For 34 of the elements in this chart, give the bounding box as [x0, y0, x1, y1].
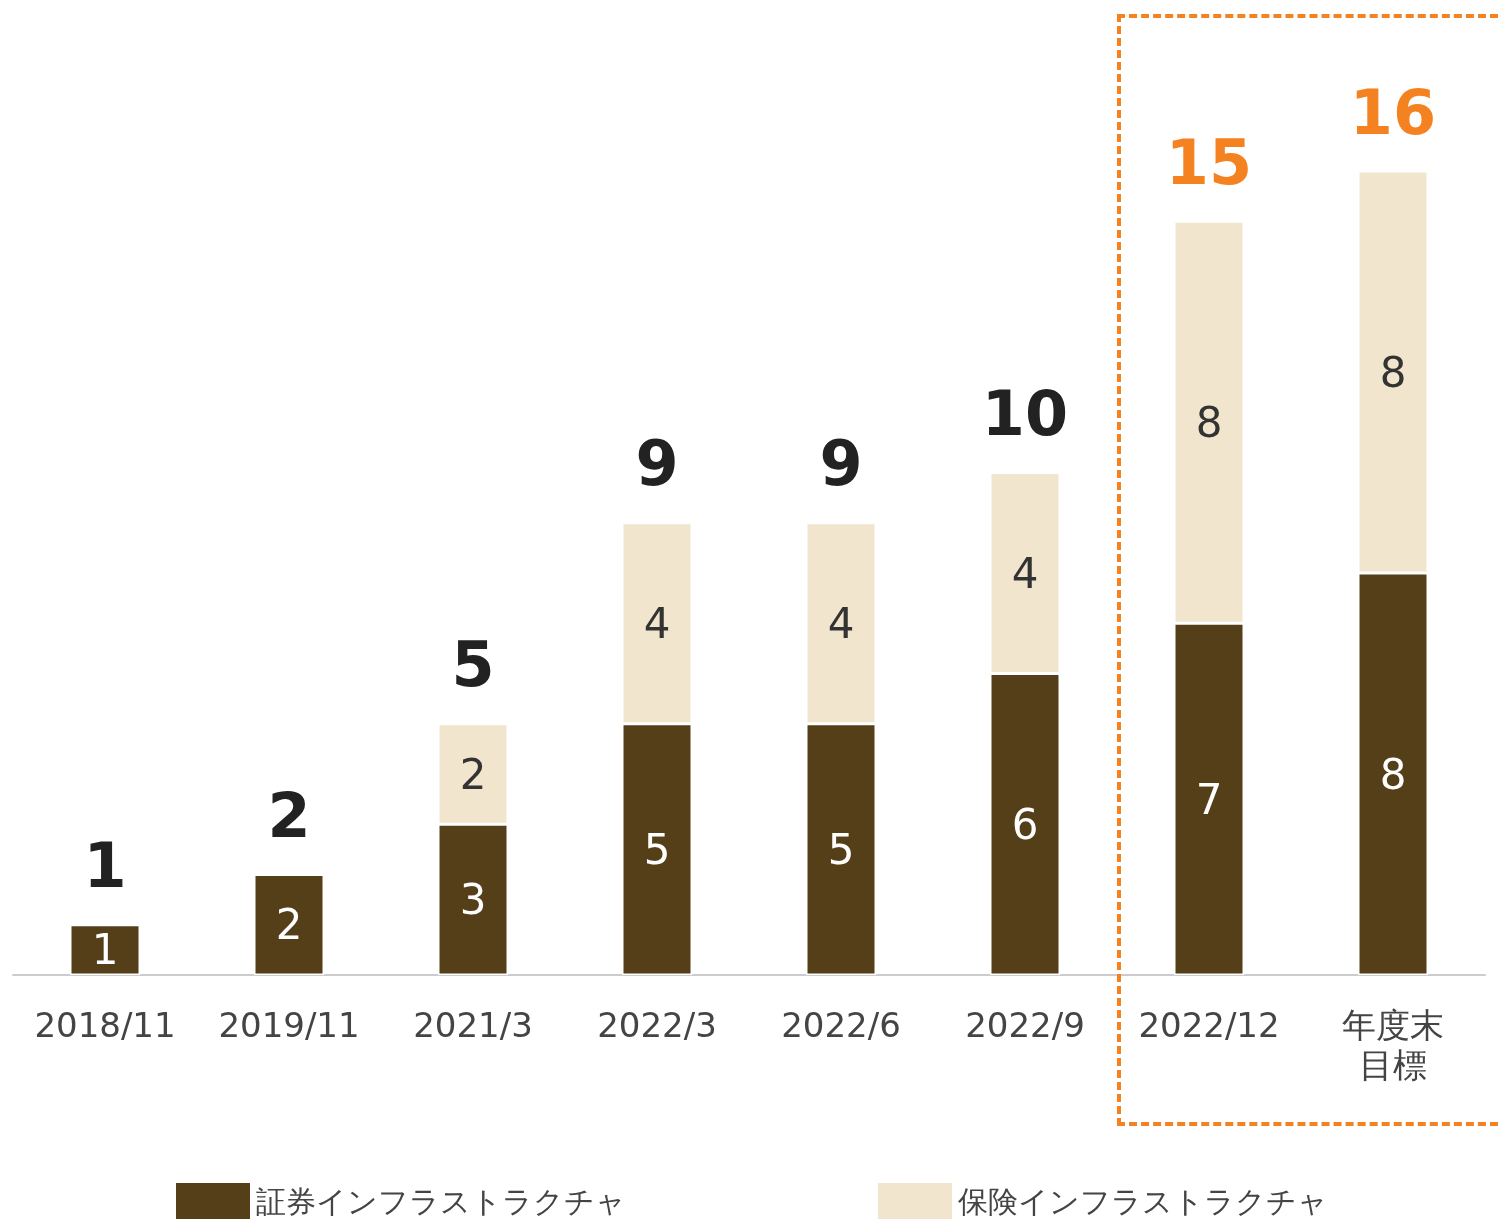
data-label: 8 [1195, 397, 1223, 447]
data-label: 4 [643, 598, 671, 648]
data-label: 4 [1011, 548, 1039, 598]
data-label: 3 [459, 875, 487, 925]
bar [254, 874, 324, 975]
x-tick-label: 2022/6 [781, 1005, 901, 1045]
data-label: 2 [275, 900, 303, 950]
bar [70, 924, 140, 975]
x-tick-label: 2022/9 [965, 1005, 1085, 1045]
total-label: 9 [635, 427, 679, 501]
x-tick-label: 2022/12 [1138, 1005, 1280, 1045]
legend-label: 証券インフラストラクチャ [256, 1183, 626, 1219]
total-label: 16 [1349, 75, 1437, 149]
data-label: 1 [91, 925, 119, 975]
data-label: 4 [827, 598, 855, 648]
total-label: 15 [1165, 125, 1253, 199]
data-label: 2 [459, 749, 487, 799]
x-tick-label: 2019/11 [218, 1005, 360, 1045]
data-label: 6 [1011, 799, 1039, 849]
total-label: 1 [83, 829, 127, 903]
data-label: 8 [1379, 749, 1407, 799]
x-tick-label: 2021/3 [413, 1005, 533, 1045]
x-tick-label: 2018/11 [34, 1005, 176, 1045]
x-tick-label: 年度末目標 [1342, 1005, 1444, 1085]
total-label: 5 [451, 628, 495, 702]
x-tick-label: 2022/3 [597, 1005, 717, 1045]
total-label: 2 [267, 779, 311, 852]
data-label: 5 [643, 824, 671, 874]
total-label: 9 [819, 427, 863, 501]
data-label: 8 [1379, 347, 1407, 397]
data-label: 7 [1195, 774, 1223, 824]
data-label: 5 [827, 824, 855, 874]
total-label: 10 [981, 377, 1069, 450]
legend-label: 保険インフラストラクチャ [958, 1183, 1328, 1219]
